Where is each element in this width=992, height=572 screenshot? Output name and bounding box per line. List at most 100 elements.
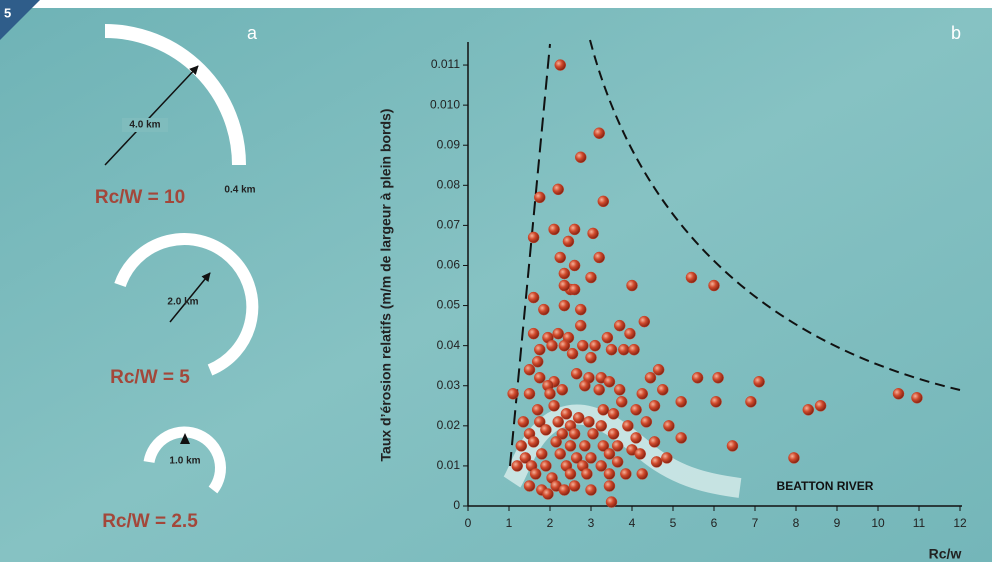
data-point xyxy=(603,468,616,480)
data-point xyxy=(540,460,552,472)
data-point xyxy=(568,283,581,296)
data-point xyxy=(587,227,599,240)
envelope-curve xyxy=(589,39,961,391)
data-point xyxy=(650,456,663,468)
data-point xyxy=(534,191,546,204)
data-point xyxy=(685,271,698,284)
data-point xyxy=(634,448,646,460)
radius-arrow xyxy=(104,65,199,166)
data-point xyxy=(603,375,616,388)
width-label: 0.4 km xyxy=(224,185,255,196)
data-point xyxy=(607,428,620,440)
data-point xyxy=(562,235,575,248)
y-tick-label: 0.010 xyxy=(430,97,460,111)
data-point xyxy=(534,371,546,384)
data-point xyxy=(523,388,536,400)
data-point xyxy=(630,432,642,444)
data-point xyxy=(577,339,589,352)
data-point xyxy=(572,412,585,424)
ratio-label: Rc/W = 2.5 xyxy=(102,511,198,532)
data-point xyxy=(892,388,905,400)
data-point xyxy=(595,460,607,472)
data-point xyxy=(708,279,720,292)
data-point xyxy=(585,452,597,464)
data-point xyxy=(570,452,583,464)
data-point xyxy=(548,400,560,412)
data-point xyxy=(597,404,610,416)
x-tick-label: 5 xyxy=(670,516,677,530)
radius-label: 4.0 km xyxy=(129,120,160,131)
data-point xyxy=(542,488,554,500)
data-point xyxy=(515,440,528,452)
data-point xyxy=(568,480,581,492)
data-point xyxy=(640,416,653,428)
data-point xyxy=(605,496,618,508)
radius-label: 2.0 km xyxy=(167,297,198,308)
data-point xyxy=(534,343,546,356)
data-point xyxy=(597,195,610,208)
data-point xyxy=(556,428,569,440)
annotation: BEATTON RIVER xyxy=(777,479,874,493)
data-point xyxy=(566,347,579,360)
data-point xyxy=(630,404,642,416)
y-axis-label: Taux d’érosion relatifs (m/m de largeur … xyxy=(378,109,394,462)
data-point xyxy=(568,428,581,440)
data-point xyxy=(570,367,583,380)
data-point xyxy=(628,343,640,356)
data-point xyxy=(548,223,560,236)
data-point xyxy=(745,396,757,408)
data-point xyxy=(529,468,542,480)
radius-arrow xyxy=(180,433,190,444)
data-point xyxy=(663,420,675,432)
data-point xyxy=(593,127,605,139)
data-point xyxy=(911,392,923,404)
data-point xyxy=(607,408,620,420)
data-point xyxy=(585,351,597,364)
data-point xyxy=(613,383,626,396)
y-tick-label: 0.01 xyxy=(437,458,461,472)
data-point xyxy=(575,151,587,163)
y-tick-label: 0 xyxy=(453,498,460,512)
x-tick-label: 11 xyxy=(913,516,926,530)
data-point xyxy=(519,452,532,464)
data-point xyxy=(558,299,571,312)
data-point xyxy=(593,251,605,264)
data-point xyxy=(581,468,593,480)
data-point xyxy=(611,440,624,452)
data-point xyxy=(648,400,661,412)
x-tick-label: 1 xyxy=(506,516,513,530)
data-point xyxy=(554,251,566,264)
data-point xyxy=(620,468,632,480)
data-point xyxy=(583,416,595,428)
data-point xyxy=(560,408,573,420)
y-tick-label: 0.07 xyxy=(437,218,461,232)
data-point xyxy=(575,303,587,316)
data-point xyxy=(544,388,556,400)
x-tick-label: 7 xyxy=(752,516,759,530)
data-point xyxy=(527,291,540,304)
data-point xyxy=(527,231,540,244)
data-point xyxy=(558,267,571,280)
data-point xyxy=(531,404,544,416)
channel-arc xyxy=(114,233,259,376)
data-point xyxy=(585,271,597,284)
data-point xyxy=(552,416,564,428)
label-bg xyxy=(122,118,168,132)
x-tick-label: 6 xyxy=(711,516,718,530)
panel-label: b xyxy=(951,23,961,43)
x-axis-label: Rc/w xyxy=(929,546,962,562)
data-point xyxy=(579,440,591,452)
data-point xyxy=(527,327,540,340)
data-point xyxy=(603,480,616,492)
y-tick-label: 0.04 xyxy=(437,338,461,352)
data-point xyxy=(540,424,552,436)
data-point xyxy=(638,315,651,328)
data-point xyxy=(648,436,661,448)
ratio-label: Rc/W = 10 xyxy=(95,187,185,208)
y-tick-label: 0.02 xyxy=(437,418,461,432)
y-tick-label: 0.05 xyxy=(437,298,461,312)
data-point xyxy=(568,223,581,236)
data-point xyxy=(652,363,665,376)
channel-arc xyxy=(104,24,246,166)
x-tick-label: 12 xyxy=(953,516,967,530)
